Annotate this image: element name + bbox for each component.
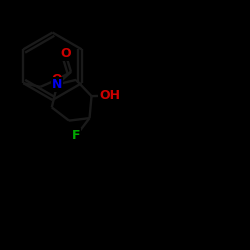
Text: F: F [72, 129, 81, 141]
Text: OH: OH [99, 89, 120, 102]
Text: O: O [60, 48, 71, 60]
Text: O: O [51, 74, 62, 86]
Text: N: N [52, 78, 62, 91]
